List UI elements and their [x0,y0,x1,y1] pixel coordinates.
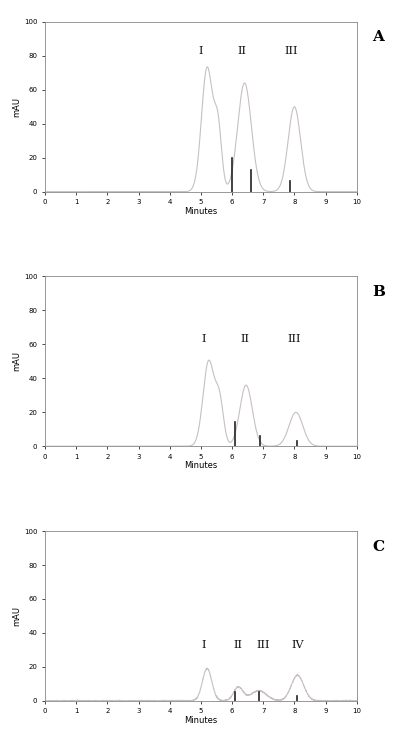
X-axis label: Minutes: Minutes [184,461,217,470]
Text: C: C [371,539,384,553]
Text: I: I [198,46,202,56]
Text: B: B [371,285,384,299]
Text: A: A [371,31,383,45]
Y-axis label: mAU: mAU [12,606,21,626]
Text: I: I [201,334,206,345]
Text: II: II [233,640,242,650]
Text: IV: IV [290,640,303,650]
Text: II: II [239,334,248,345]
Y-axis label: mAU: mAU [12,351,21,372]
Text: I: I [201,640,206,650]
Text: II: II [236,46,245,56]
X-axis label: Minutes: Minutes [184,716,217,725]
Text: III: III [256,640,269,650]
Text: III: III [287,334,300,345]
Text: III: III [284,46,297,56]
X-axis label: Minutes: Minutes [184,207,217,215]
Y-axis label: mAU: mAU [12,97,21,117]
